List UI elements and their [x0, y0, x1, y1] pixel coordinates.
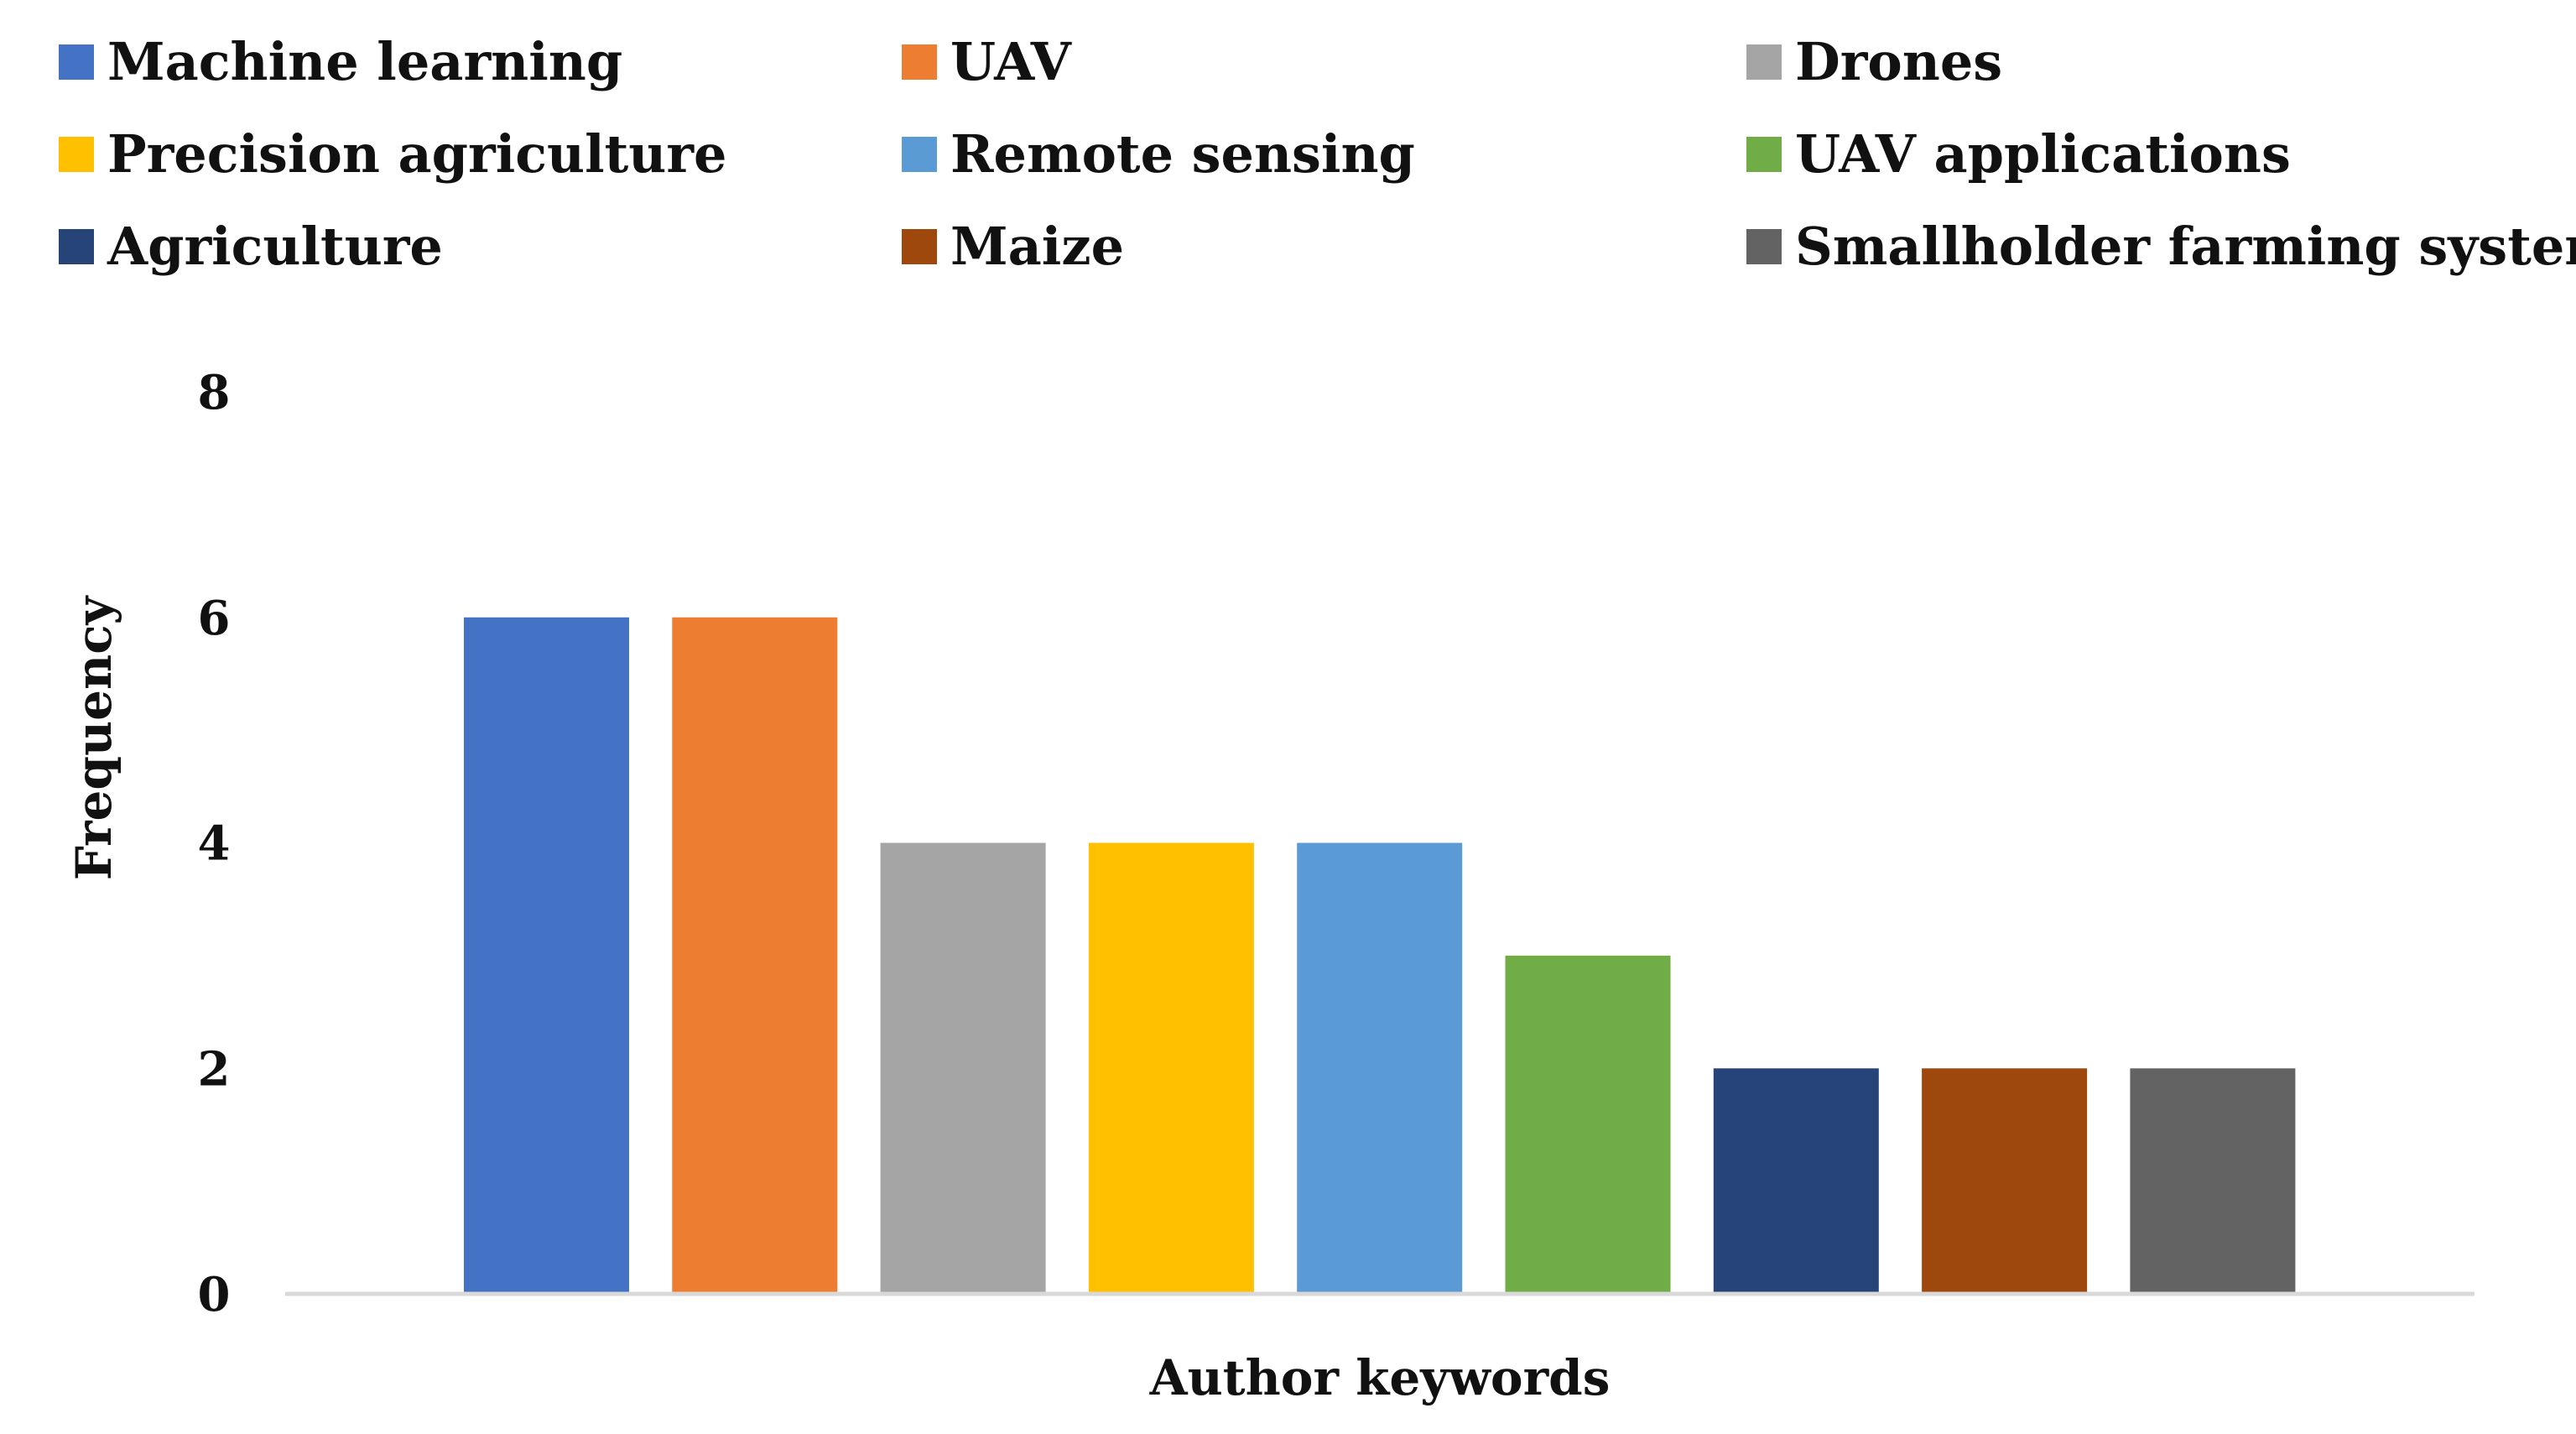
legend-swatch — [1746, 229, 1782, 264]
legend-swatch — [59, 44, 94, 80]
legend-item: Agriculture — [59, 216, 443, 277]
bar: Agriculture: 2 — [1713, 1068, 1879, 1294]
bar: Machine learning: 6 — [464, 617, 629, 1294]
legend-item: Remote sensing — [902, 123, 1415, 185]
legend-item: Maize — [902, 216, 1124, 277]
legend-label: Maize — [950, 216, 1124, 277]
legend-swatch — [902, 137, 937, 172]
y-tick-label: 4 — [198, 816, 231, 872]
legend-item: Machine learning — [59, 31, 622, 92]
bar: UAV applications: 3 — [1505, 955, 1671, 1294]
legend-label: Precision agriculture — [107, 123, 726, 185]
legend-swatch — [1746, 44, 1782, 80]
y-axis-ticks: 0 2 4 6 8 — [198, 365, 231, 1322]
bar: Maize: 2 — [1922, 1068, 2088, 1294]
bar: Precision agriculture: 4 — [1088, 842, 1254, 1294]
legend-label: Machine learning — [107, 31, 622, 92]
y-tick-label: 0 — [198, 1267, 231, 1322]
y-tick-label: 6 — [198, 591, 231, 646]
legend-label: UAV applications — [1795, 123, 2291, 185]
legend-swatch — [59, 137, 94, 172]
legend-item: UAV applications — [1746, 123, 2291, 185]
legend-label: Agriculture — [107, 216, 443, 277]
legend-swatch — [902, 44, 937, 80]
bar: Remote sensing: 4 — [1297, 842, 1463, 1294]
legend-item: UAV — [902, 31, 1072, 92]
legend-label: Drones — [1795, 31, 2002, 92]
legend: Machine learning UAV Drones Precision agric… — [59, 31, 2576, 277]
bar: Drones: 4 — [880, 842, 1046, 1294]
legend-label: Remote sensing — [950, 123, 1415, 185]
legend-item: Precision agriculture — [59, 123, 726, 185]
y-axis-title: Frequency — [65, 594, 122, 880]
bar: Smallholder farming systems: 2 — [2130, 1068, 2296, 1294]
bars: Machine learning: 6 UAV: 6 Drones: 4 Precis… — [464, 617, 2296, 1294]
legend-label: UAV — [950, 31, 1072, 92]
legend-swatch — [1746, 137, 1782, 172]
legend-swatch — [902, 229, 937, 264]
y-tick-label: 8 — [198, 365, 231, 420]
y-tick-label: 2 — [198, 1041, 231, 1097]
bar: UAV: 6 — [672, 617, 838, 1294]
legend-item: Smallholder farming systems — [1746, 216, 2576, 277]
x-axis-title: Author keywords — [1149, 1349, 1611, 1406]
legend-label: Smallholder farming systems — [1795, 216, 2576, 277]
legend-item: Drones — [1746, 31, 2002, 92]
legend-swatch — [59, 229, 94, 264]
